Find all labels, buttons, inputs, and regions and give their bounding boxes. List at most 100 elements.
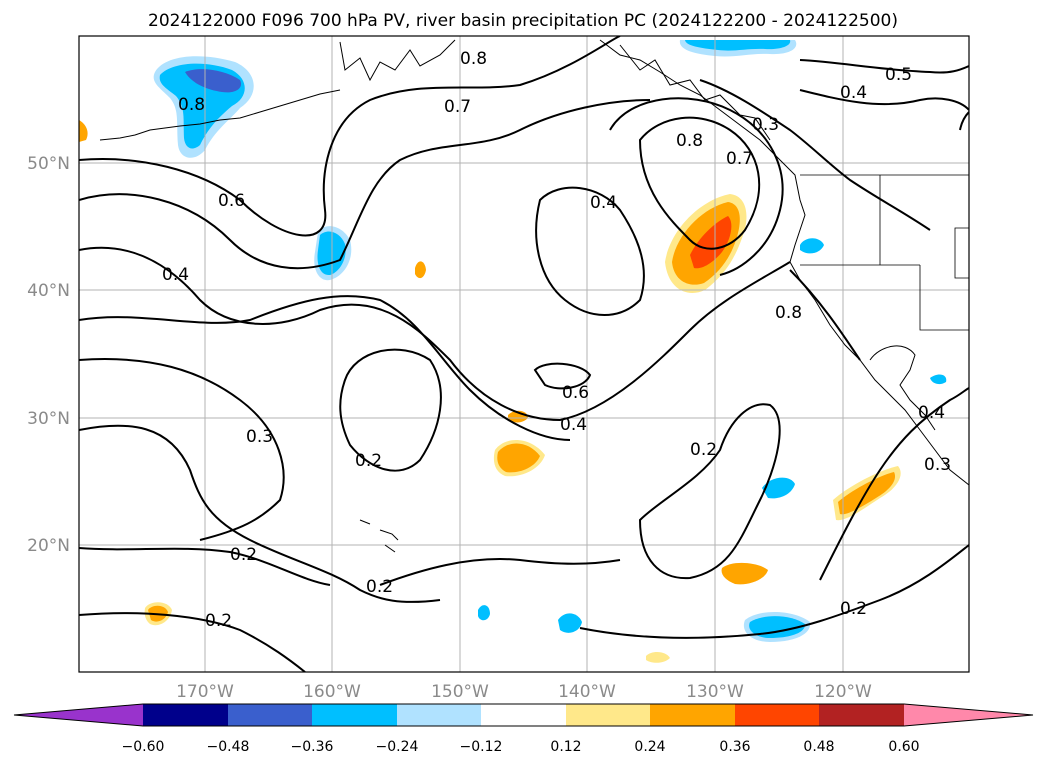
pv-contour-04-southeast — [819, 387, 969, 581]
pv-label-07-b: 0.7 — [726, 149, 753, 169]
precip-negative-strong-a — [185, 69, 242, 93]
precip-positive-pale-h — [646, 652, 670, 663]
figure-title: 2024122000 F096 700 hPa PV, river basin … — [148, 11, 898, 31]
pv-contour-02-centre — [379, 558, 621, 586]
pv-contour-04-north — [799, 89, 969, 111]
pv-contour-05-north — [799, 59, 969, 74]
colorbar-tick: −0.12 — [460, 739, 503, 755]
precip-negative-i — [930, 374, 947, 385]
coast-north-america — [599, 39, 969, 486]
pv-label-03-a: 0.3 — [752, 115, 779, 135]
colorbar-segment-7 — [650, 704, 735, 726]
coastlines — [99, 39, 969, 553]
lat-label-30n: 30°N — [27, 409, 70, 429]
lon-label-140w: 140°W — [558, 682, 616, 702]
pv-contours — [79, 36, 969, 672]
colorbar-segment-3 — [312, 704, 397, 726]
colorbar-tick: −0.48 — [207, 739, 250, 755]
lon-label-120w: 120°W — [814, 682, 872, 702]
colorbar-tick: 0.60 — [888, 739, 919, 755]
coast-baja-california — [869, 345, 936, 431]
pv-contour-02-southwest — [79, 424, 441, 603]
pv-label-02-f: 0.2 — [840, 599, 867, 619]
colorbar-tick-labels: −0.60 −0.48 −0.36 −0.24 −0.12 0.12 0.24 … — [122, 739, 920, 755]
lon-label-130w: 130°W — [686, 682, 744, 702]
pv-label-08-d: 0.8 — [775, 303, 802, 323]
lat-label-40n: 40°N — [27, 281, 70, 301]
pv-label-06-a: 0.6 — [218, 191, 245, 211]
precip-positive-g — [415, 261, 426, 279]
pv-contour-03-southwest — [79, 358, 285, 541]
colorbar-tick: 0.48 — [803, 739, 834, 755]
precip-positive-i — [79, 120, 88, 142]
pv-contour-08-east — [638, 116, 761, 250]
colorbar-segment-1 — [143, 704, 228, 726]
colorbar-tick: 0.36 — [719, 739, 750, 755]
latitude-labels: 50°N 40°N 30°N 20°N — [27, 154, 70, 556]
coast-hawaii — [359, 519, 399, 553]
precip-negative-c — [685, 40, 791, 51]
colorbar-tick: −0.36 — [291, 739, 334, 755]
pv-contour-04-closed-east — [535, 186, 645, 316]
pv-contour-08-coast — [789, 269, 861, 361]
pv-contour-08-west — [79, 36, 621, 237]
pv-label-04-b: 0.4 — [162, 265, 189, 285]
coast-alaska-panhandle — [619, 44, 771, 141]
map-background — [79, 36, 969, 672]
pv-label-02-a: 0.2 — [355, 451, 382, 471]
pv-contour-02-southeast — [579, 544, 969, 639]
pv-contour-03-mid — [79, 295, 571, 441]
pv-contour-edge-north — [959, 111, 969, 131]
longitude-labels: 170°W 160°W 150°W 140°W 130°W 120°W — [176, 682, 872, 702]
pv-contour-04-loop — [79, 246, 791, 422]
precip-negative-d — [749, 616, 806, 638]
colorbar-segment-6 — [566, 704, 650, 726]
precip-negative-h — [800, 238, 824, 254]
pv-label-03-b: 0.3 — [246, 427, 273, 447]
pv-label-06-b: 0.6 — [562, 383, 589, 403]
colorbar-segment-2 — [228, 704, 312, 726]
pv-label-05-a: 0.5 — [885, 65, 912, 85]
pv-contour-06-small — [533, 362, 592, 390]
precip-positive-b — [497, 443, 540, 473]
lon-label-160w: 160°W — [303, 682, 361, 702]
precip-negative-g — [478, 605, 490, 621]
pv-contour-labels: 0.8 0.7 0.5 0.4 0.3 0.8 0.7 0.8 0.6 0.4 … — [162, 49, 951, 631]
precip-negative-f — [558, 613, 582, 633]
pv-contour-03-north — [699, 79, 931, 231]
lon-label-170w: 170°W — [176, 682, 234, 702]
colorbar-extend-max — [904, 704, 1033, 726]
pv-contour-02-bottom — [79, 612, 306, 672]
precipitation-shading — [79, 40, 947, 663]
colorbar-tick: 0.12 — [550, 739, 581, 755]
coast-aleutian-islands — [99, 89, 341, 141]
pv-contour-02-closed-west — [339, 348, 442, 472]
pv-label-07-a: 0.7 — [444, 97, 471, 117]
colorbar-tick: −0.24 — [376, 739, 419, 755]
precip-positive-d — [721, 562, 768, 585]
pv-label-04-e: 0.4 — [918, 403, 945, 423]
colorbar-segment-9 — [819, 704, 904, 726]
colorbar-tick: 0.24 — [634, 739, 665, 755]
colorbar: −0.60 −0.48 −0.36 −0.24 −0.12 0.12 0.24 … — [13, 703, 1034, 755]
colorbar-segment-5 — [481, 704, 566, 726]
pv-label-08-c: 0.8 — [178, 95, 205, 115]
pv-contour-07-east — [609, 97, 784, 276]
pv-label-03-c: 0.3 — [924, 455, 951, 475]
pv-label-02-e: 0.2 — [690, 440, 717, 460]
colorbar-segment-4 — [397, 704, 481, 726]
colorbar-extend-min — [14, 704, 143, 726]
map-frame — [78, 35, 970, 673]
precip-positive-strong-a — [690, 216, 732, 269]
lat-label-50n: 50°N — [27, 154, 70, 174]
pv-contour-07 — [79, 99, 651, 270]
precip-negative-e — [762, 477, 795, 499]
colorbar-tick: −0.60 — [122, 739, 165, 755]
state-borders — [800, 174, 969, 331]
lon-label-150w: 150°W — [431, 682, 489, 702]
colorbar-segment-8 — [735, 704, 819, 726]
pv-label-04-a: 0.4 — [840, 83, 867, 103]
pv-contour-02-south — [79, 547, 331, 586]
lat-label-20n: 20°N — [27, 536, 70, 556]
